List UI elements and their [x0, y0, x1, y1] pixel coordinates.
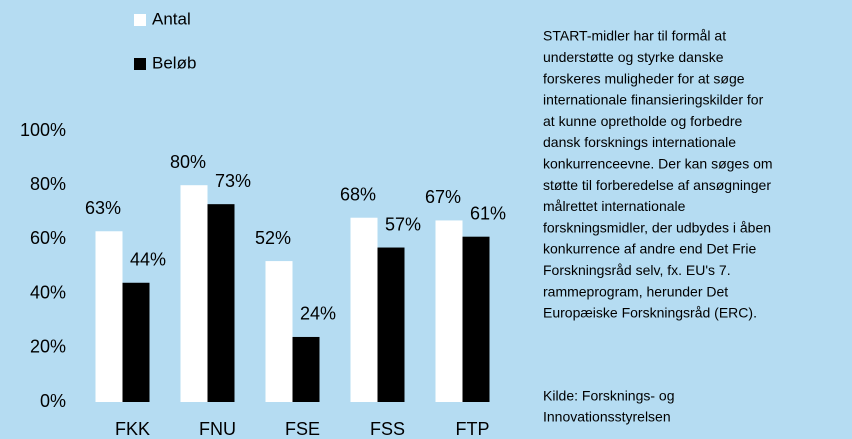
x-tick-label: FSS: [370, 419, 405, 439]
legend-swatch: [134, 14, 146, 26]
data-label: 80%: [170, 152, 206, 172]
legend-swatch: [134, 58, 146, 70]
side-text-line: konkurrenceevne. Der kan søges om: [543, 156, 773, 172]
data-label: 52%: [255, 228, 291, 248]
x-tick-label: FNU: [199, 419, 236, 439]
side-text-line: Forskningsråd selv, fx. EU's 7.: [543, 262, 731, 278]
y-tick-label: 60%: [30, 228, 66, 248]
legend-label: Antal: [152, 9, 191, 28]
data-label: 57%: [385, 214, 421, 234]
bar: [180, 185, 208, 402]
side-text-line: forskeres muligheder for at søge: [543, 70, 745, 86]
x-tick-label: FTP: [456, 419, 490, 439]
side-text-line: støtte til forberedelse af ansøgninger: [543, 177, 771, 193]
y-tick-label: 20%: [30, 337, 66, 357]
bar: [350, 217, 378, 402]
bar: [95, 231, 123, 402]
side-text-line: konkurrence af andre end Det Frie: [543, 241, 756, 257]
bar: [292, 336, 320, 402]
bar: [462, 236, 490, 402]
source-line: Kilde: Forsknings- og: [543, 388, 675, 404]
side-text-line: målrettet internationale: [543, 198, 686, 214]
data-label: 68%: [340, 184, 376, 204]
bar: [435, 220, 463, 402]
side-text-line: START-midler har til formål at: [543, 28, 726, 44]
source-line: Innovationsstyrelsen: [543, 409, 671, 425]
data-label: 63%: [85, 198, 121, 218]
side-text-line: dansk forsknings internationale: [543, 134, 736, 150]
legend-label: Beløb: [152, 53, 196, 72]
bar: [207, 204, 235, 402]
data-label: 61%: [470, 203, 506, 223]
y-tick-label: 40%: [30, 282, 66, 302]
bar: [122, 282, 150, 402]
side-text-line: at kunne opretholde og forbedre: [543, 113, 742, 129]
side-text-line: rammeprogram, herunder Det: [543, 283, 728, 299]
side-text-line: Europæiske Forskningsråd (ERC).: [543, 305, 757, 321]
y-tick-label: 80%: [30, 174, 66, 194]
y-tick-label: 100%: [20, 120, 66, 140]
x-tick-label: FSE: [285, 419, 320, 439]
x-tick-label: FKK: [115, 419, 150, 439]
side-text-line: internationale finansieringskilder for: [543, 92, 764, 108]
side-text-line: understøtte og styrke danske: [543, 49, 724, 65]
data-label: 44%: [130, 250, 166, 270]
data-label: 73%: [215, 171, 251, 191]
side-text-line: forskningsmidler, der udbydes i åben: [543, 219, 771, 235]
bar: [265, 261, 293, 402]
bar: [377, 247, 405, 402]
data-label: 24%: [300, 304, 336, 324]
data-label: 67%: [425, 187, 461, 207]
y-tick-label: 0%: [40, 391, 66, 411]
